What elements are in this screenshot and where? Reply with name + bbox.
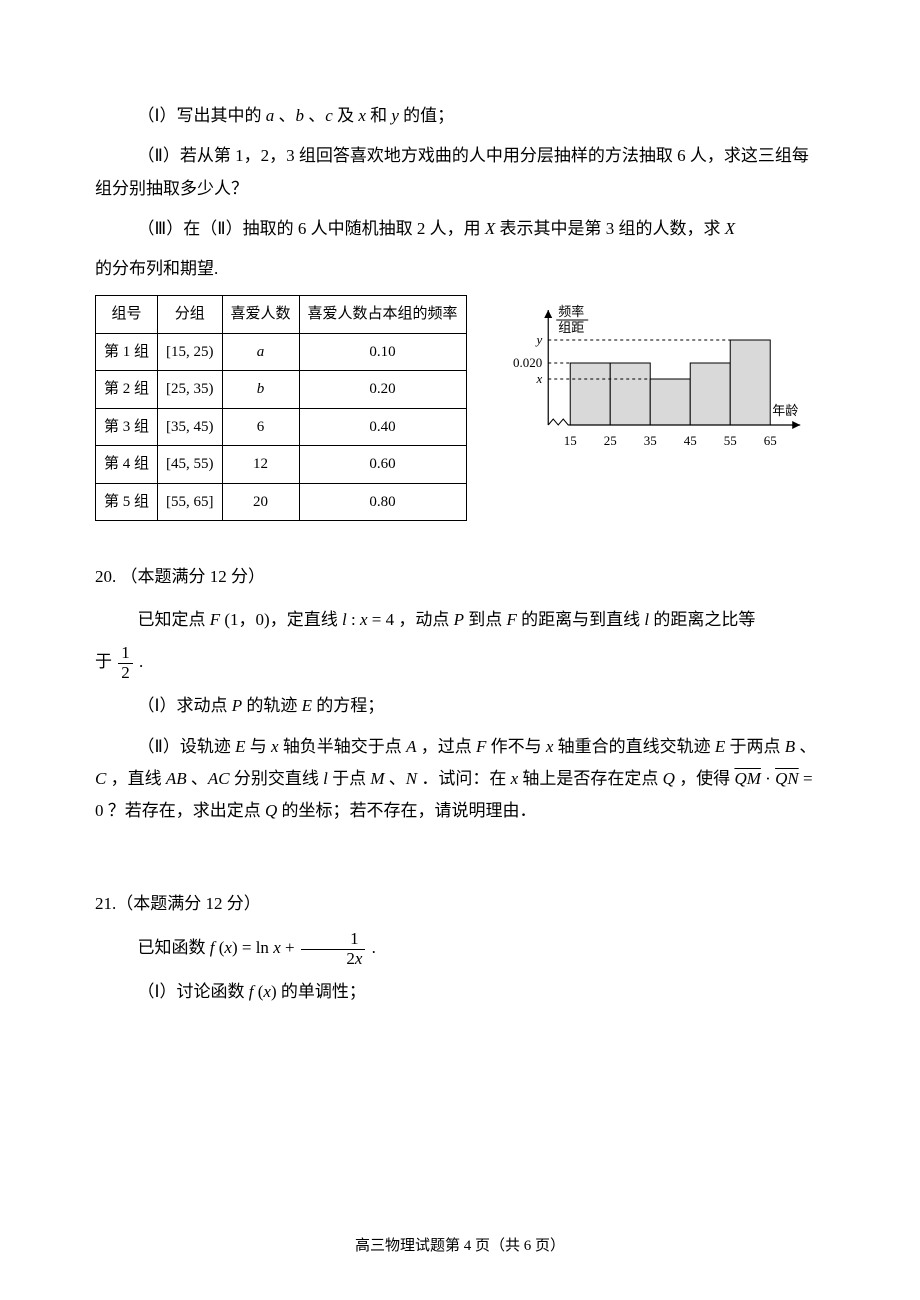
table-cell: 0.10 [299,333,466,371]
q20-part1: （Ⅰ）求动点 P 的轨迹 E 的方程； [95,690,825,722]
table-row: 第 5 组[55, 65]200.80 [96,483,467,521]
table-cell: 6 [222,408,299,446]
table-cell: 0.40 [299,408,466,446]
frac-num-21: 1 [301,930,366,950]
q20-intro-a: 已知定点 F (1，0)，定直线 l : x = 4 ，动点 P 到点 F 的距… [95,604,825,636]
th-2: 喜爱人数 [222,296,299,334]
table-cell: [45, 55) [158,446,223,484]
q21-header: 21.（本题满分 12 分） [95,888,825,920]
q20-intro-b: 于 1 2 . [95,644,825,682]
svg-text:65: 65 [763,433,776,448]
q21-intro: 已知函数 f (x) = ln x + 1 2x . [95,930,825,968]
svg-text:25: 25 [603,433,616,448]
q20-intro-c: . [135,652,144,671]
table-cell: a [222,333,299,371]
table-cell: b [222,371,299,409]
svg-text:y: y [534,332,542,347]
table-row: 第 3 组[35, 45)60.40 [96,408,467,446]
svg-text:55: 55 [723,433,736,448]
svg-text:年龄: 年龄 [772,403,798,418]
histogram-chart: 频率组距 y 0.020x 15 25 35 45 55 65 年龄 [485,295,825,495]
svg-text:频率: 频率 [558,304,584,319]
svg-text:0.020: 0.020 [513,355,542,370]
svg-text:35: 35 [643,433,656,448]
table-row: 第 4 组[45, 55)120.60 [96,446,467,484]
q21-part1: （Ⅰ）讨论函数 f (x) 的单调性； [95,976,825,1008]
q19-part2: （Ⅱ）若从第 1，2，3 组回答喜欢地方戏曲的人中用分层抽样的方法抽取 6 人，… [95,140,825,205]
table-histogram-row: 组号 分组 喜爱人数 喜爱人数占本组的频率 第 1 组[15, 25)a0.10… [95,295,825,521]
svg-text:组距: 组距 [558,320,584,335]
table-cell: 12 [222,446,299,484]
th-0: 组号 [96,296,158,334]
frac-num: 1 [118,644,133,664]
table-cell: [35, 45) [158,408,223,446]
th-1: 分组 [158,296,223,334]
table-cell: [15, 25) [158,333,223,371]
table-row: 第 2 组[25, 35)b0.20 [96,371,467,409]
svg-text:x: x [535,371,542,386]
frac-den-21: 2x [301,950,366,969]
q21-intro-c: . [367,938,376,957]
svg-text:15: 15 [563,433,576,448]
q20-header: 20. （本题满分 12 分） [95,561,825,593]
table-cell: 0.20 [299,371,466,409]
table-cell: 第 2 组 [96,371,158,409]
table-cell: 第 1 组 [96,333,158,371]
fraction-1-2x: 1 2x [301,930,366,968]
fraction-half: 1 2 [118,644,133,682]
q19-part1: （Ⅰ）写出其中的 a 、b 、c 及 x 和 y 的值； [95,100,825,132]
table-cell: 第 4 组 [96,446,158,484]
q19-part3a: （Ⅲ）在（Ⅱ）抽取的 6 人中随机抽取 2 人，用 X 表示其中是第 3 组的人… [95,213,825,245]
table-row: 第 1 组[15, 25)a0.10 [96,333,467,371]
q20-intro-b-text: 于 [95,652,112,671]
table-cell: [25, 35) [158,371,223,409]
table-cell: 0.80 [299,483,466,521]
table-cell: 第 5 组 [96,483,158,521]
th-3: 喜爱人数占本组的频率 [299,296,466,334]
q19-part3b: 的分布列和期望. [95,253,825,285]
page-footer: 高三物理试题第 4 页（共 6 页） [0,1232,920,1261]
frac-den: 2 [118,664,133,683]
frequency-table: 组号 分组 喜爱人数 喜爱人数占本组的频率 第 1 组[15, 25)a0.10… [95,295,467,521]
svg-text:45: 45 [683,433,696,448]
table-cell: [55, 65] [158,483,223,521]
table-header-row: 组号 分组 喜爱人数 喜爱人数占本组的频率 [96,296,467,334]
table-cell: 20 [222,483,299,521]
table-cell: 0.60 [299,446,466,484]
table-cell: 第 3 组 [96,408,158,446]
q20-part2: （Ⅱ）设轨迹 E 与 x 轴负半轴交于点 A ，过点 F 作不与 x 轴重合的直… [95,731,825,828]
